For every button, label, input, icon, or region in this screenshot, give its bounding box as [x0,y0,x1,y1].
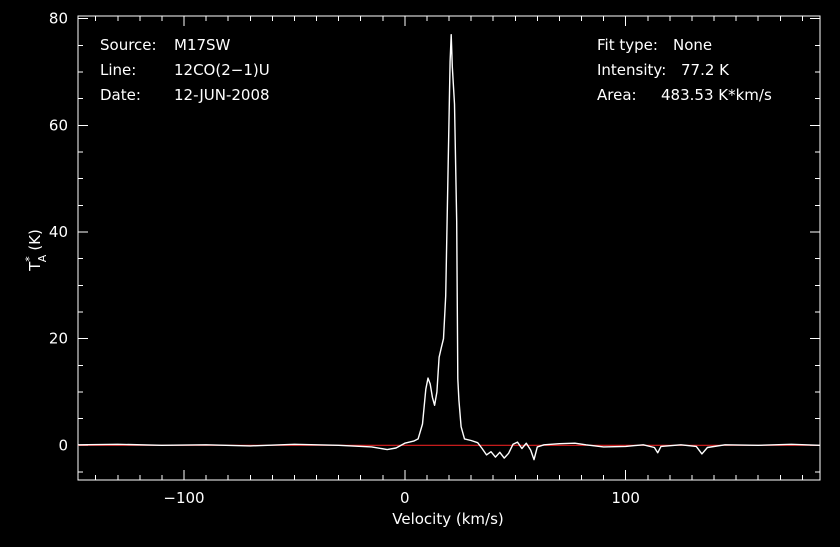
y-axis-label-unit: (K) [26,229,44,251]
info-line-key: Line: [100,61,136,79]
info-intensity-key: Intensity: [597,61,666,79]
info-source-value: M17SW [174,36,231,54]
info-block-right: Fit type: None Intensity: 77.2 K Area: 4… [597,36,772,104]
info-area-value: 483.53 K*km/s [661,86,772,104]
info-date-value: 12-JUN-2008 [174,86,270,104]
x-tick-label: 100 [611,489,640,507]
y-tick-label: 20 [49,330,68,348]
svg-text:T*A(K): T*A (K) [23,229,49,272]
info-date-key: Date: [100,86,141,104]
plot-area [77,34,821,461]
y-axis-label-main: T [26,261,44,272]
y-tick-label: 60 [49,116,68,134]
info-area-key: Area: [597,86,637,104]
y-tick-label: 80 [49,10,68,28]
x-tick-label: −100 [163,489,204,507]
y-tick-label: 0 [58,436,68,454]
info-source-key: Source: [100,36,157,54]
info-block-left: Source: M17SW Line: 12CO(2−1)U Date: 12-… [100,36,270,104]
info-intensity-value: 77.2 K [681,61,730,79]
y-tick-label: 40 [49,223,68,241]
y-axis-label: T*A (K) [23,229,49,272]
info-fit-type-value: None [673,36,712,54]
y-axis-label-superscript: * [23,256,36,262]
spectrum-line [77,34,821,461]
x-tick-label: 0 [400,489,410,507]
x-axis-label: Velocity (km/s) [392,510,503,528]
info-fit-type-key: Fit type: [597,36,658,54]
y-axis-label-subscript: A [36,254,49,262]
info-line-value: 12CO(2−1)U [174,61,270,79]
